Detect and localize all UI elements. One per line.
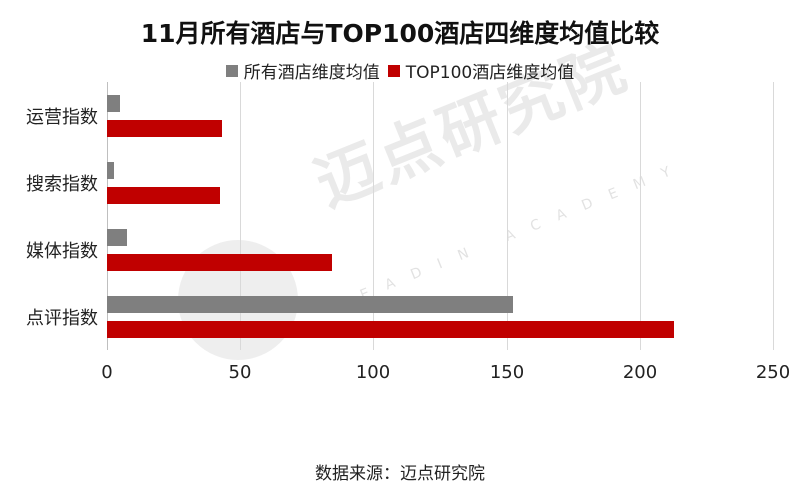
bar-top100-operations	[107, 120, 222, 137]
data-source-note: 数据来源：迈点研究院	[315, 464, 485, 484]
gridline	[640, 82, 641, 350]
bar-all-hotels-operations	[107, 95, 121, 112]
gridline	[507, 82, 508, 350]
chart-title: 11月所有酒店与TOP100酒店四维度均值比较	[140, 19, 660, 48]
category-label: 运营指数	[26, 107, 98, 128]
gridline	[373, 82, 374, 350]
legend: 所有酒店维度均值 TOP100酒店维度均值	[0, 58, 800, 83]
legend-item-top100: TOP100酒店维度均值	[387, 58, 575, 83]
legend-swatch-gray	[225, 64, 238, 77]
bar-all-hotels-media	[107, 229, 127, 246]
bar-top100-media	[107, 254, 333, 271]
gridline	[773, 82, 774, 350]
plot-area	[107, 82, 774, 350]
x-tick-label: 50	[228, 362, 252, 383]
gridline	[240, 82, 241, 350]
legend-label: TOP100酒店维度均值	[405, 63, 575, 83]
gridline	[107, 82, 108, 350]
bar-all-hotels-review	[107, 296, 514, 313]
legend-label: 所有酒店维度均值	[243, 63, 380, 83]
legend-swatch-red	[387, 64, 400, 77]
bar-top100-review	[107, 321, 674, 338]
category-label: 点评指数	[26, 308, 98, 329]
category-label: 搜索指数	[26, 174, 98, 195]
x-tick-label: 200	[622, 362, 658, 383]
category-label: 媒体指数	[26, 241, 98, 262]
legend-item-all-hotels: 所有酒店维度均值	[225, 58, 380, 83]
x-tick-label: 150	[489, 362, 525, 383]
bar-top100-search	[107, 187, 220, 204]
x-tick-label: 100	[355, 362, 391, 383]
x-tick-label: 0	[101, 362, 113, 383]
bar-all-hotels-search	[107, 162, 114, 179]
x-tick-label: 250	[755, 362, 791, 383]
